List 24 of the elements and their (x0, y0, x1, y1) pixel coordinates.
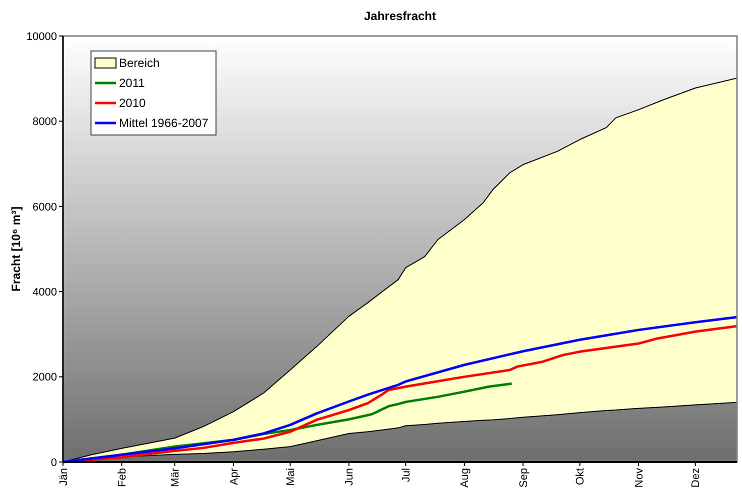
legend-label: Bereich (119, 56, 160, 70)
y-tick-label: 6000 (32, 201, 57, 214)
x-tick-label: Nov (633, 468, 646, 488)
legend-label: 2010 (119, 96, 146, 110)
x-tick-label: Apr (228, 468, 240, 486)
y-axis-title: Fracht [10⁶ m³] (9, 206, 23, 292)
y-tick-label: 8000 (32, 116, 57, 128)
x-tick-label: Dez (690, 468, 702, 488)
x-tick-label: Jän (58, 468, 70, 486)
legend-label: 2011 (119, 76, 146, 90)
x-tick-label: Jul (400, 468, 413, 482)
legend-label: Mittel 1966-2007 (119, 116, 209, 130)
x-tick-label: Jun (344, 468, 356, 486)
y-tick-label: 2000 (32, 372, 57, 384)
x-tick-label: Mai (285, 468, 298, 486)
chart-title: Jahresfracht (364, 9, 436, 23)
x-tick-label: Feb (116, 468, 129, 487)
y-tick-label: 10000 (26, 30, 57, 43)
x-tick-label: Sep (518, 468, 530, 488)
x-tick-label: Aug (459, 468, 472, 488)
x-tick-label: Okt (574, 468, 587, 486)
y-tick-label: 4000 (32, 286, 57, 298)
y-tick-label: 0 (50, 456, 57, 469)
x-tick-label: Mär (170, 468, 182, 487)
